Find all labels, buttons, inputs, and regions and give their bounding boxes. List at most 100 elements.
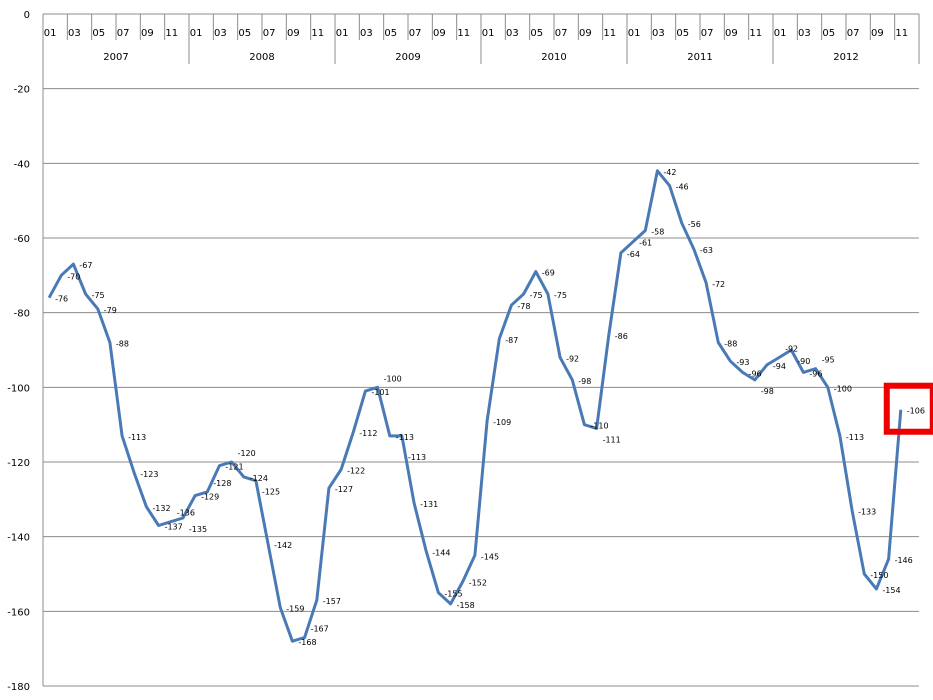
data-label: -76 (55, 295, 68, 304)
month-tick-label: 07 (555, 28, 568, 39)
month-tick-label: 07 (117, 28, 130, 39)
data-label: -93 (736, 358, 749, 367)
data-label: -133 (858, 508, 876, 517)
data-label: -75 (530, 291, 543, 300)
data-label: -100 (834, 384, 852, 393)
data-label: -75 (92, 291, 105, 300)
data-label: -70 (67, 272, 80, 281)
data-label: -110 (590, 422, 608, 431)
month-tick-label: 03 (506, 28, 519, 39)
data-label: -56 (688, 220, 701, 229)
month-tick-label: 11 (749, 28, 762, 39)
month-tick-label: 05 (822, 28, 835, 39)
month-tick-label: 03 (68, 28, 81, 39)
data-label: -128 (213, 479, 231, 488)
data-label: -152 (469, 578, 487, 587)
data-label: -79 (104, 306, 117, 315)
data-label: -120 (238, 449, 256, 458)
data-label: -58 (651, 228, 664, 237)
data-label: -42 (663, 168, 676, 177)
month-tick-label: 09 (141, 28, 154, 39)
data-label: -96 (749, 369, 762, 378)
data-label: -72 (712, 280, 725, 289)
data-label: -122 (347, 466, 365, 475)
series-line (47, 169, 903, 643)
data-label: -87 (505, 336, 518, 345)
data-label: -64 (627, 250, 640, 259)
data-label: -142 (274, 541, 292, 550)
data-label: -67 (79, 261, 92, 270)
month-tick-label: 01 (44, 28, 57, 39)
data-label: -113 (408, 453, 426, 462)
month-tick-label: 07 (847, 28, 860, 39)
data-label: -92 (785, 344, 798, 353)
data-label: -69 (542, 269, 555, 278)
data-label: -137 (165, 522, 183, 531)
data-label: -135 (189, 525, 207, 534)
data-label: -146 (895, 556, 913, 565)
data-label: -132 (152, 504, 170, 513)
data-label: -136 (177, 509, 195, 518)
month-tick-label: 09 (725, 28, 738, 39)
data-label: -145 (481, 552, 499, 561)
month-tick-label: 11 (603, 28, 616, 39)
data-label: -155 (444, 590, 462, 599)
month-tick-label: 09 (579, 28, 592, 39)
month-tick-label: 03 (798, 28, 811, 39)
data-label: -100 (384, 374, 402, 383)
data-label: -144 (432, 549, 450, 558)
data-label: -86 (615, 332, 628, 341)
data-label: -46 (676, 183, 689, 192)
year-label: 2008 (249, 52, 274, 63)
data-label: -101 (371, 388, 389, 397)
data-label: -168 (298, 638, 316, 647)
month-tick-label: 01 (336, 28, 349, 39)
data-label: -113 (396, 433, 414, 442)
y-tick-label: -100 (7, 383, 30, 394)
month-tick-label: 11 (165, 28, 178, 39)
data-label: -111 (603, 435, 621, 444)
month-tick-label: 05 (384, 28, 397, 39)
data-label: -123 (140, 470, 158, 479)
data-label: -88 (116, 340, 129, 349)
month-tick-label: 07 (263, 28, 276, 39)
data-label: -127 (335, 485, 353, 494)
data-label: -159 (286, 605, 304, 614)
data-label: -98 (761, 387, 774, 396)
data-label: -124 (250, 474, 268, 483)
data-label: -167 (311, 624, 329, 633)
data-label: -129 (201, 493, 219, 502)
y-tick-label: -140 (7, 533, 30, 544)
month-tick-label: 03 (360, 28, 373, 39)
y-tick-label: -160 (7, 607, 30, 618)
month-tick-label: 01 (774, 28, 787, 39)
year-label: 2007 (103, 52, 128, 63)
data-label: -95 (822, 356, 835, 365)
month-tick-label: 11 (311, 28, 324, 39)
data-label: -158 (457, 601, 475, 610)
month-tick-label: 01 (482, 28, 495, 39)
data-label: -125 (262, 488, 280, 497)
y-tick-label: -60 (14, 234, 30, 245)
month-tick-label: 05 (238, 28, 251, 39)
data-label: -157 (323, 597, 341, 606)
y-tick-label: -80 (14, 309, 30, 320)
data-label: -113 (846, 433, 864, 442)
data-label: -75 (554, 291, 567, 300)
y-tick-label: -180 (7, 682, 30, 693)
data-label: -61 (639, 239, 652, 248)
data-label: -109 (493, 418, 511, 427)
data-label: -98 (578, 377, 591, 386)
data-label: -88 (724, 340, 737, 349)
data-label: -78 (517, 302, 530, 311)
data-label: -106 (907, 407, 925, 416)
month-tick-label: 09 (287, 28, 300, 39)
month-tick-label: 11 (457, 28, 470, 39)
data-label: -113 (128, 433, 146, 442)
month-tick-label: 05 (676, 28, 689, 39)
y-tick-label: -20 (14, 85, 30, 96)
month-tick-label: 05 (92, 28, 105, 39)
month-tick-label: 01 (190, 28, 203, 39)
y-tick-label: -40 (14, 159, 30, 170)
